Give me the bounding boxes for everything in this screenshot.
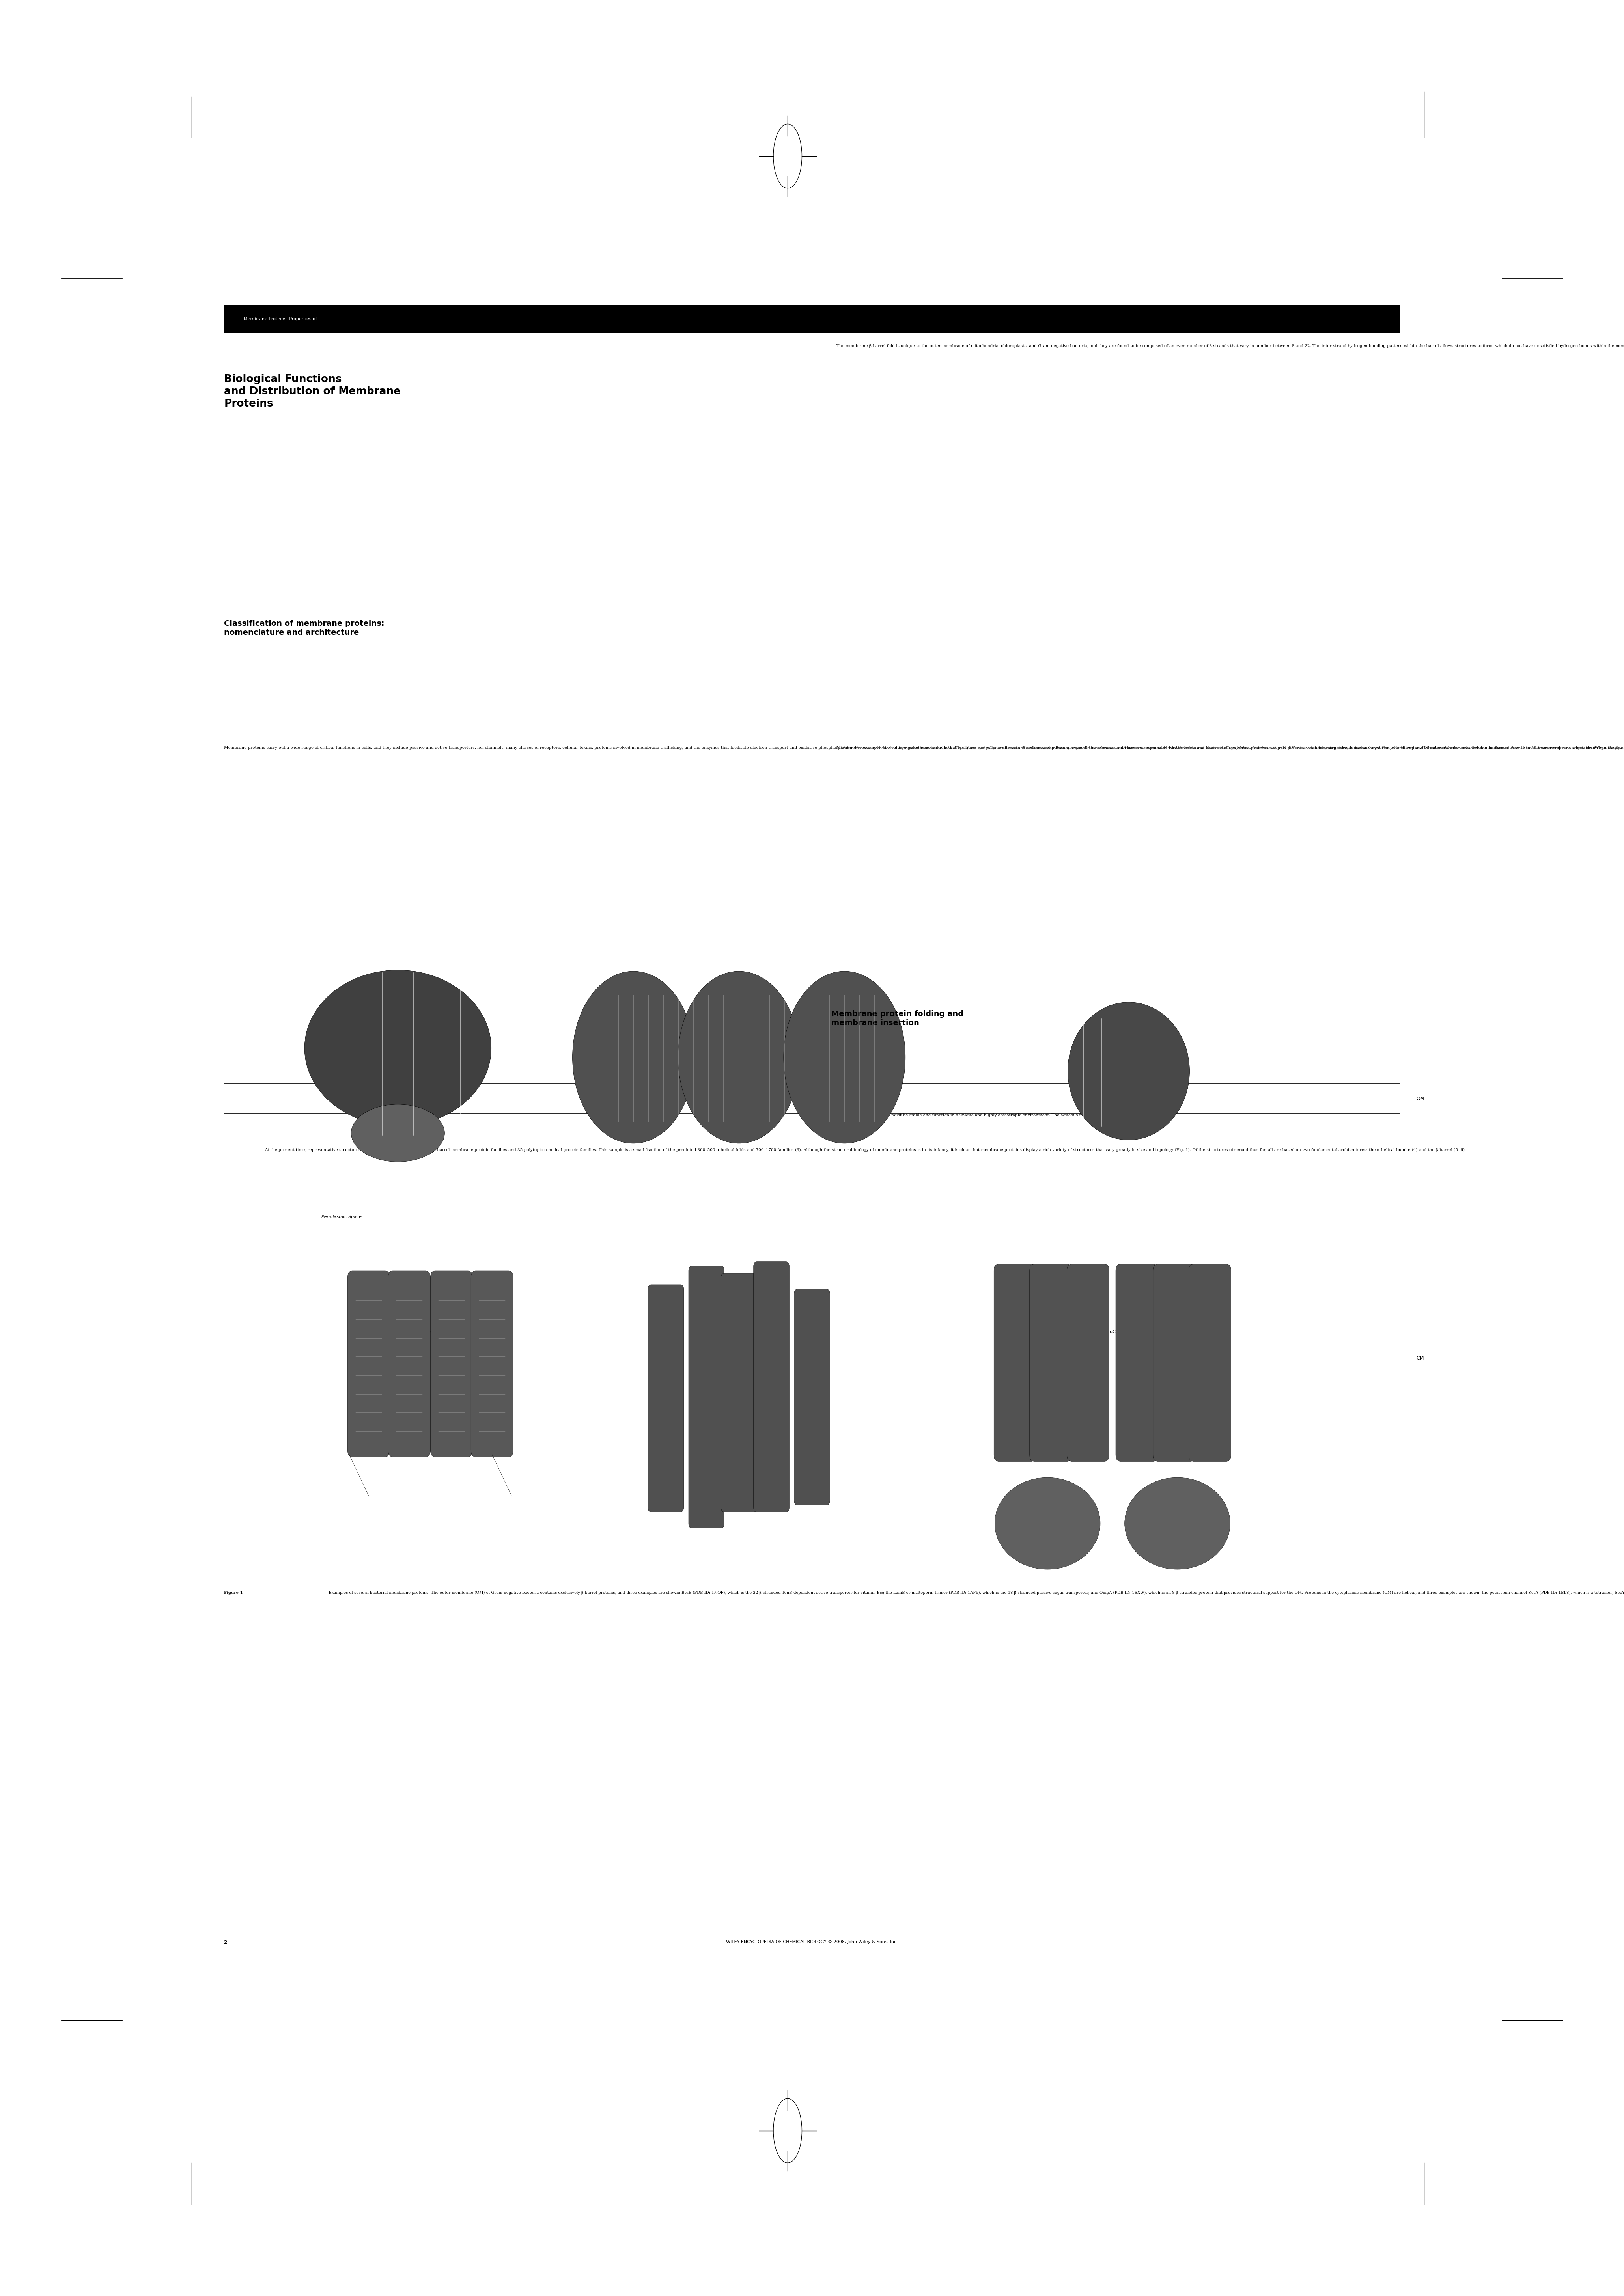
Text: Membrane proteins carry out a wide range of critical functions in cells, and the: Membrane proteins carry out a wide range…: [224, 746, 1624, 751]
Ellipse shape: [351, 1104, 445, 1162]
FancyBboxPatch shape: [1067, 1263, 1109, 1463]
Ellipse shape: [679, 971, 799, 1143]
FancyBboxPatch shape: [648, 1286, 684, 1511]
Text: Membrane protein folding and
membrane insertion: Membrane protein folding and membrane in…: [831, 1010, 963, 1026]
FancyBboxPatch shape: [1116, 1263, 1158, 1463]
FancyBboxPatch shape: [1189, 1263, 1231, 1463]
Text: The membrane β-barrel fold is unique to the outer membrane of mitochondria, chlo: The membrane β-barrel fold is unique to …: [831, 344, 1624, 349]
FancyBboxPatch shape: [471, 1272, 513, 1456]
Bar: [224, 305, 1400, 333]
Text: CM: CM: [1416, 1355, 1424, 1362]
FancyBboxPatch shape: [1030, 1263, 1072, 1463]
Text: Integral membrane proteins must be stable and function in a unique and highly an: Integral membrane proteins must be stabl…: [831, 1114, 1091, 1118]
FancyBboxPatch shape: [388, 1272, 430, 1456]
Text: BtuB: BtuB: [393, 1065, 403, 1070]
FancyBboxPatch shape: [994, 1263, 1036, 1463]
FancyBboxPatch shape: [1153, 1263, 1195, 1463]
Text: OmpA: OmpA: [1122, 1065, 1135, 1070]
Ellipse shape: [305, 969, 490, 1125]
Text: WILEY ENCYCLOPEDIA OF CHEMICAL BIOLOGY © 2008, John Wiley & Sons, Inc.: WILEY ENCYCLOPEDIA OF CHEMICAL BIOLOGY ©…: [726, 1940, 898, 1945]
Text: LamB: LamB: [732, 1065, 745, 1070]
Text: Periplasmic Space: Periplasmic Space: [322, 1215, 362, 1219]
Ellipse shape: [784, 971, 906, 1143]
Text: Biological Functions
and Distribution of Membrane
Proteins: Biological Functions and Distribution of…: [224, 374, 401, 409]
Ellipse shape: [1124, 1479, 1231, 1570]
Text: BtuCD: BtuCD: [1106, 1329, 1119, 1334]
Ellipse shape: [572, 971, 695, 1143]
Text: Membrane proteins based on transmembrane α-helices (Fig. 1) are typically locali: Membrane proteins based on transmembrane…: [831, 746, 1624, 751]
FancyBboxPatch shape: [348, 1272, 390, 1456]
Text: KcsA: KcsA: [425, 1329, 435, 1334]
FancyBboxPatch shape: [721, 1272, 757, 1511]
Text: Examples of several bacterial membrane proteins. The outer membrane (OM) of Gram: Examples of several bacterial membrane p…: [325, 1591, 1624, 1596]
FancyBboxPatch shape: [430, 1272, 473, 1456]
FancyBboxPatch shape: [794, 1290, 830, 1506]
Text: SecYEG: SecYEG: [731, 1329, 747, 1334]
Text: 2: 2: [224, 1940, 227, 1945]
FancyBboxPatch shape: [689, 1267, 724, 1529]
Text: Membrane Proteins, Properties of: Membrane Proteins, Properties of: [244, 317, 317, 321]
Ellipse shape: [994, 1479, 1101, 1570]
Ellipse shape: [1067, 1001, 1189, 1139]
Text: Classification of membrane proteins:
nomenclature and architecture: Classification of membrane proteins: nom…: [224, 620, 385, 636]
Text: OM: OM: [1416, 1095, 1424, 1102]
FancyBboxPatch shape: [754, 1263, 789, 1513]
Text: Figure 1: Figure 1: [224, 1591, 244, 1596]
Text: At the present time, representative structures exist for approximately 21 unique: At the present time, representative stru…: [265, 1148, 1466, 1153]
